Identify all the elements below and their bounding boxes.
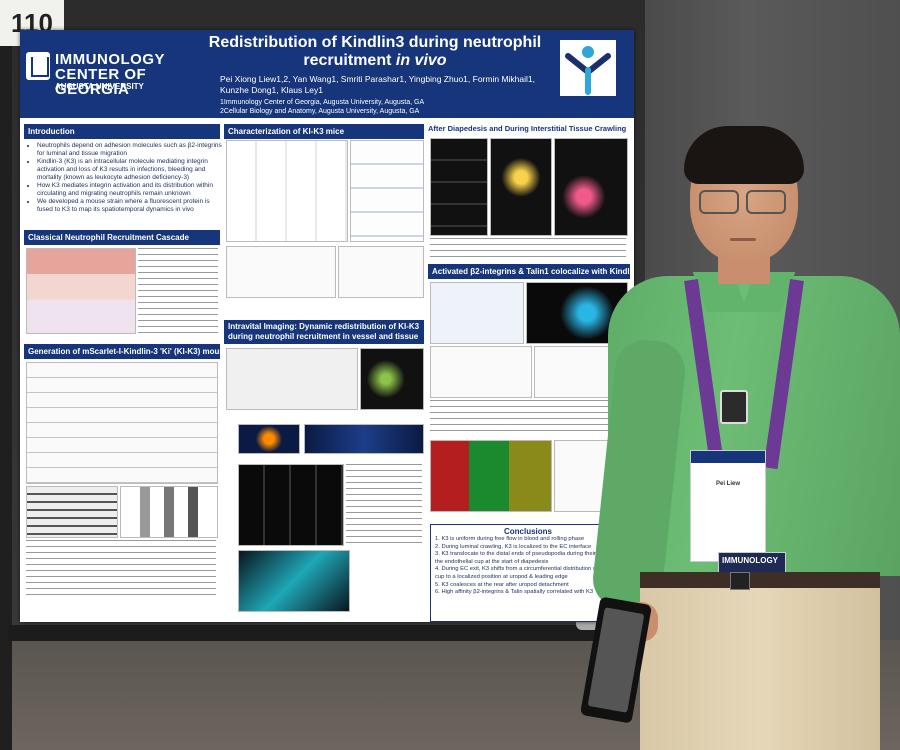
badge-header: [691, 451, 765, 463]
glasses-icon: [699, 190, 739, 214]
flow-histogram-figure: [226, 140, 348, 242]
section-colocalize-header: Activated β2-integrins & Talin1 colocali…: [428, 264, 630, 279]
post-transmigration-chart: [430, 346, 532, 398]
poster-authors: Pei Xiong Liew1,2, Yan Wang1, Smriti Par…: [220, 74, 535, 95]
western-blot-figure: [26, 486, 118, 538]
section-intro-header: Introduction: [24, 124, 220, 139]
poster-column-2: Characterization of KI-K3 mice Intravita…: [224, 124, 424, 612]
section-intravital-header: Intravital Imaging: Dynamic redistributi…: [224, 320, 424, 344]
section-generation-header: Generation of mScarlet-I-Kindlin-3 'Ki' …: [24, 344, 220, 359]
title-line-1: Redistribution of Kindlin3 during neutro…: [208, 34, 542, 51]
conclusion-item: 4. During EC exit, K3 shifts from a circ…: [435, 566, 618, 580]
conclusions-box: Conclusions 1. K3 is uniform during free…: [430, 524, 626, 622]
interstitial-crawling-panel: [554, 138, 628, 236]
poster-board-rail: [8, 625, 648, 641]
section-cascade-header: Classical Neutrophil Recruitment Cascade: [24, 230, 220, 245]
cascade-text-block: [138, 248, 218, 338]
poster-column-1: Introduction Neutrophils depend on adhes…: [24, 124, 222, 600]
conclusion-item: 2. During luminal crawling, K3 is locali…: [435, 543, 592, 550]
uropod-panel: [490, 138, 552, 236]
intro-bullet: We developed a mouse strain where a fluo…: [37, 198, 225, 214]
cascade-diagram: [26, 248, 136, 334]
post-transmigration-panel: [430, 138, 488, 236]
intravital-caption: [346, 464, 422, 544]
mouth: [730, 238, 756, 241]
integrin-schematic: [430, 282, 524, 344]
rolling-panel: [304, 424, 424, 454]
intro-bullet: Kindlin-3 (K3) is an intracellular molec…: [37, 158, 225, 182]
badge-name: Pei Liew: [715, 481, 740, 487]
expression-chart: [226, 246, 336, 298]
vessel-image: [360, 348, 424, 410]
affiliation-2: 2Cellular Biology and Anatomy, Augusta U…: [220, 108, 420, 115]
presenter-person: Pei Liew IMMUNOLOGY PEI: [579, 120, 900, 750]
institution-name: IMMUNOLOGY CENTER OF GEORGIA: [55, 51, 165, 98]
conclusion-item: 5. K3 coalesces at the rear after uropod…: [435, 581, 569, 588]
section-characterization-header: Characterization of KI-K3 mice: [224, 124, 424, 139]
transmigration-panel: [238, 550, 350, 612]
lab-logo-icon: [560, 40, 616, 96]
poster-title: Redistribution of Kindlin3 during neutro…: [200, 34, 550, 70]
poster-header: IMMUNOLOGY CENTER OF GEORGIA AUGUSTA UNI…: [20, 30, 634, 118]
poster-affiliations: 1Immunology Center of Georgia, Augusta U…: [220, 98, 550, 116]
hair: [684, 126, 804, 184]
research-poster: IMMUNOLOGY CENTER OF GEORGIA AUGUSTA UNI…: [20, 30, 634, 622]
intro-bullet: Neutrophils depend on adhesion molecules…: [37, 142, 225, 158]
university-logo-icon: [26, 52, 50, 80]
diapedesis-caption: [430, 238, 626, 260]
poster-stand-pole: [0, 0, 12, 750]
flow-grid-figure: [350, 140, 424, 242]
section-diapedesis-header: After Diapedesis and During Interstitial…: [428, 124, 627, 133]
microscope-setup-figure: [226, 348, 358, 410]
generation-caption: [26, 540, 216, 600]
talin-fluorescence-grid: [430, 440, 552, 512]
conclusion-item: 6. High affinity β2-integrins & Talin sp…: [435, 589, 594, 596]
hypomorphic-chart: [338, 246, 424, 298]
adherence-crawling-panel: [238, 464, 344, 546]
affiliation-1: 1Immunology Center of Georgia, Augusta U…: [220, 99, 425, 106]
tablet-screen: [587, 607, 645, 713]
lanyard-clip: [720, 390, 748, 424]
conclusions-title: Conclusions: [503, 527, 552, 536]
construct-diagram: [26, 362, 218, 484]
conclusion-item: 1. K3 is uniform during free flow in blo…: [435, 536, 585, 542]
university-name: AUGUSTA UNIVERSITY: [55, 82, 144, 91]
colocalize-caption: [430, 400, 626, 436]
belt-buckle-icon: [730, 572, 750, 590]
name-badge: Pei Liew: [690, 450, 766, 562]
khaki-pants: [640, 576, 880, 750]
bar-chart-figure: [120, 486, 218, 538]
glasses-icon: [746, 190, 786, 214]
intro-bullet: How K3 mediates integrin activation and …: [37, 182, 225, 198]
title-line-2: recruitment: [303, 52, 392, 69]
belt: [640, 572, 880, 588]
title-italic: in vivo: [395, 52, 447, 69]
conclusion-item: 3. K3 translocate to the distal ends of …: [435, 551, 622, 565]
flow-blood-panel: [238, 424, 300, 454]
conclusions-list: 1. K3 is uniform during free flow in blo…: [433, 536, 623, 597]
intro-bullet-list: Neutrophils depend on adhesion molecules…: [28, 142, 225, 214]
